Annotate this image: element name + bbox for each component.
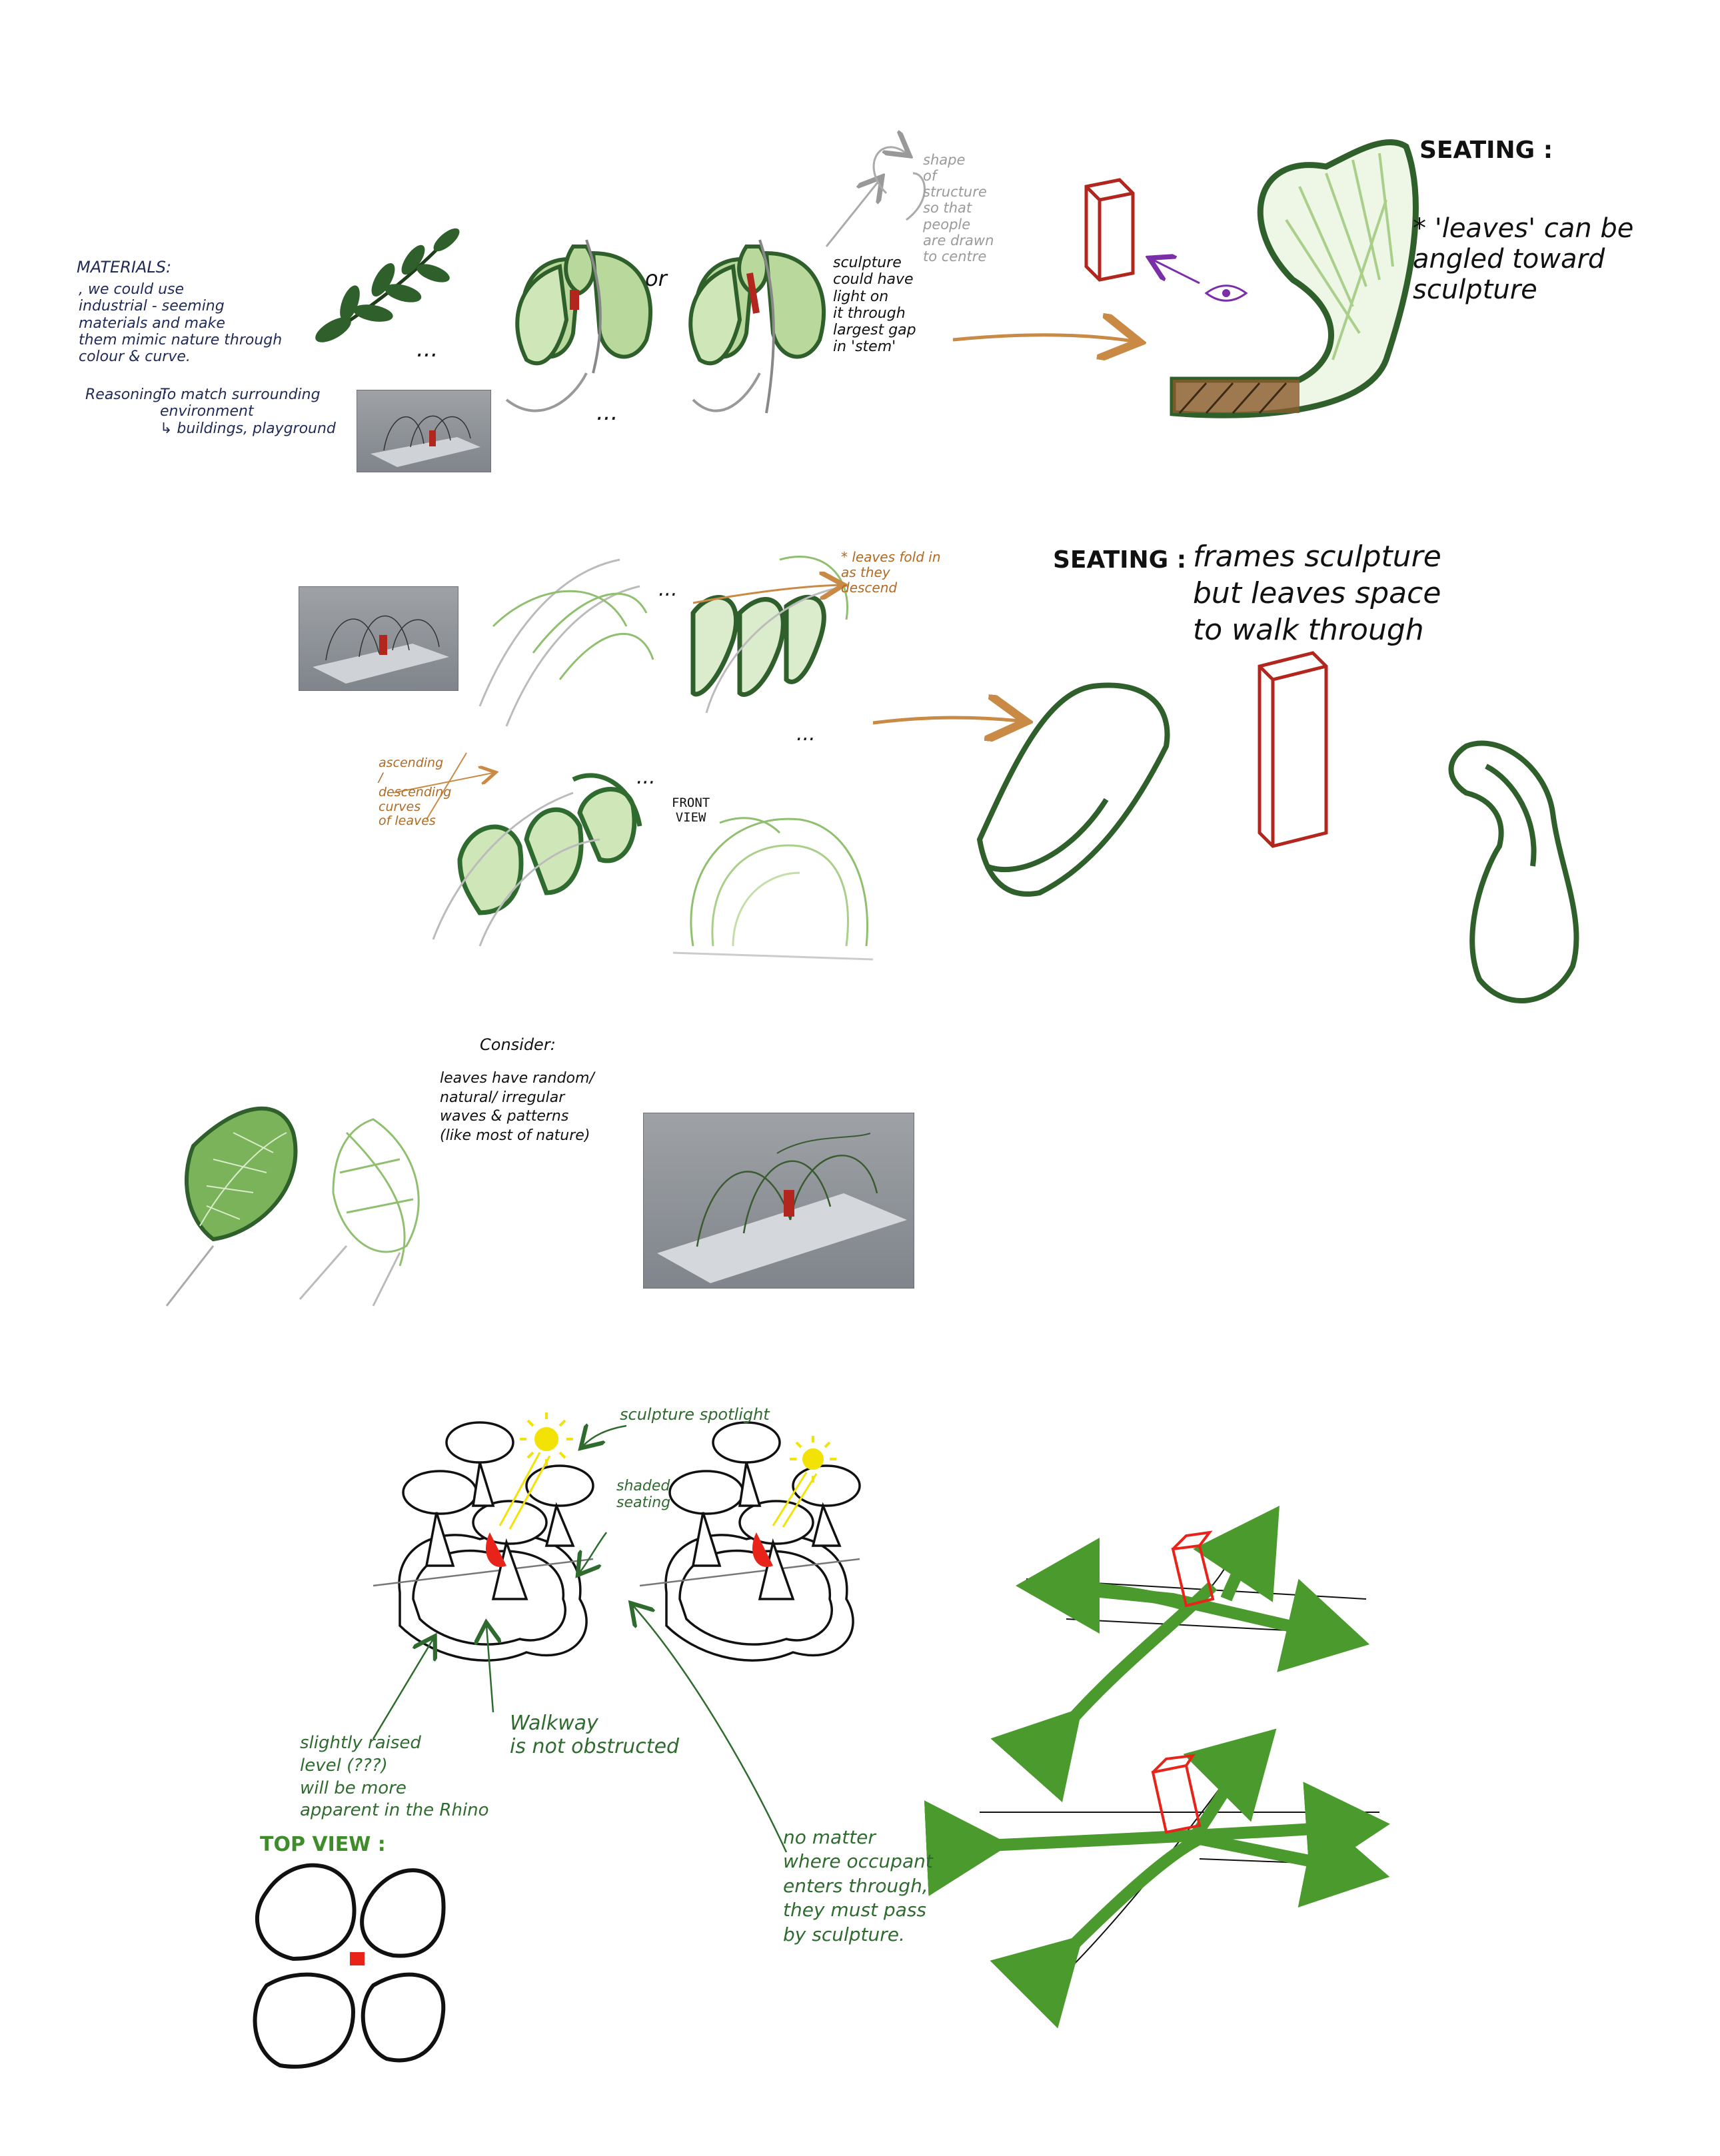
seating-note-2: frames sculpture but leaves space to wal… — [1193, 540, 1441, 647]
rhino-render-thumbnail-1 — [357, 390, 491, 472]
seating-shape-left — [976, 682, 1170, 897]
path-diagram-top — [990, 1506, 1370, 1803]
top-view-diagram — [253, 1863, 446, 2069]
rhino-render-thumbnail-2 — [299, 586, 458, 691]
ellipsis-3: ... — [658, 578, 678, 601]
asc-desc-leaves-sketch — [432, 773, 642, 947]
ellipsis-5: ... — [636, 766, 656, 789]
or-label: or — [645, 266, 667, 291]
shaded-note: shaded seating — [616, 1478, 671, 1512]
leaf-pattern-sketch-light — [299, 1118, 420, 1307]
arrow-icon — [692, 585, 840, 604]
rhino-render-thumbnail-3 — [643, 1113, 914, 1289]
sun-icon — [498, 1412, 573, 1530]
arrow-icon — [872, 718, 1020, 723]
mushroom-seating-sketch-1 — [373, 1421, 594, 1662]
consider-title: Consider: — [480, 1035, 556, 1054]
circulation-arrows — [825, 147, 926, 247]
sun-icon — [772, 1436, 836, 1528]
seating-title-1: SEATING : — [1419, 137, 1553, 164]
leaves-fold-note: * leaves fold in as they descend — [841, 549, 941, 596]
front-view-label: FRONT VIEW — [672, 796, 710, 825]
leaf-sprig-sketch — [315, 228, 460, 342]
sculpture-block-1 — [1084, 178, 1135, 282]
folded-leaves-sketch — [690, 556, 848, 714]
mushroom-seating-sketch-2 — [639, 1421, 861, 1662]
sculpture-block-2 — [1258, 651, 1328, 848]
front-view-arcs — [672, 817, 874, 961]
ellipsis-1: ... — [417, 336, 438, 362]
sculpture-light-note: sculpture could have light on it through… — [833, 255, 916, 356]
leaf-pattern-sketch-dark — [165, 1106, 298, 1307]
seating-shape-right — [1448, 740, 1579, 1003]
annotation-arrows — [372, 1426, 788, 1853]
walkway-note: Walkway is not obstructed — [510, 1712, 680, 1758]
shape-note: shape of structure so that people are dr… — [923, 152, 994, 265]
pass-note: no matter where occupant enters through,… — [783, 1826, 933, 1945]
consider-body: leaves have random/ natural/ irregular w… — [440, 1070, 594, 1144]
arc-sketch-1 — [478, 558, 654, 727]
leaf-cluster-sketch-2 — [688, 239, 826, 414]
ellipsis-2: ... — [596, 399, 618, 426]
top-view-label: TOP VIEW : — [260, 1833, 386, 1856]
seating-title-2: SEATING : — [1053, 546, 1187, 574]
raised-note: slightly raised level (???) will be more… — [300, 1733, 489, 1821]
reasoning-label: Reasoning: — [85, 386, 167, 403]
materials-title: MATERIALS: — [77, 258, 172, 276]
spotlight-note: sculpture spotlight — [620, 1405, 770, 1424]
path-diagram-bottom — [924, 1728, 1390, 2029]
arrow-icon — [952, 335, 1133, 341]
arrow-icon — [393, 752, 493, 820]
materials-body: , we could use industrial - seeming mate… — [79, 281, 283, 366]
asc-desc-note: ascending / descending curves of leaves — [379, 756, 452, 829]
reasoning-body: To match surrounding environment ↳ build… — [160, 386, 336, 437]
seating-leaf-sketch — [1170, 139, 1419, 418]
eye-icon — [1153, 260, 1248, 302]
leaf-cluster-sketch-1 — [505, 239, 653, 412]
ellipsis-4: ... — [796, 722, 816, 746]
seating-note-1: * 'leaves' can be angled toward sculptur… — [1413, 213, 1634, 305]
